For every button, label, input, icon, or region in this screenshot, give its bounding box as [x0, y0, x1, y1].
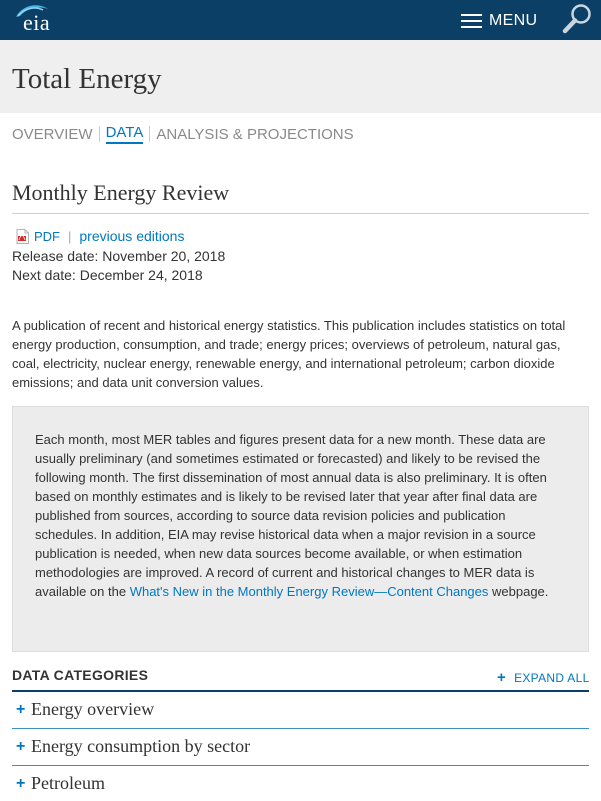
menu-button[interactable]: MENU [461, 10, 537, 32]
plus-icon: + [16, 774, 26, 792]
tab-analysis-projections[interactable]: ANALYSIS & PROJECTIONS [156, 125, 354, 143]
notice-text: Each month, most MER tables and figures … [35, 430, 567, 601]
divider [98, 126, 100, 142]
divider: | [68, 228, 72, 244]
category-label: Energy consumption by sector [31, 736, 251, 756]
logo-swoosh-icon [16, 5, 48, 17]
plus-icon: + [497, 669, 507, 686]
search-icon [562, 4, 591, 34]
eia-logo[interactable]: eia [10, 3, 52, 35]
tab-overview[interactable]: OVERVIEW [12, 125, 93, 143]
previous-editions-link[interactable]: previous editions [79, 228, 185, 244]
divider [149, 126, 151, 142]
publication-dates: Release date: November 20, 2018 Next dat… [12, 247, 225, 285]
title-band [0, 40, 601, 113]
divider [12, 765, 589, 766]
data-categories-heading: DATA CATEGORIES [12, 667, 149, 683]
divider [12, 213, 589, 214]
category-energy-overview[interactable]: + Energy overview [16, 699, 154, 720]
notice-suffix: webpage. [488, 584, 549, 599]
top-navigation-bar: eia MENU [0, 0, 601, 40]
category-energy-consumption-by-sector[interactable]: + Energy consumption by sector [16, 736, 250, 757]
publication-description: A publication of recent and historical e… [12, 318, 566, 390]
sub-navigation: OVERVIEW DATA ANALYSIS & PROJECTIONS [12, 124, 354, 144]
release-date: Release date: November 20, 2018 [12, 248, 226, 264]
pdf-icon [16, 228, 29, 244]
pdf-link[interactable]: PDF [34, 228, 60, 244]
logo-text: eia [23, 10, 51, 35]
expand-all-button[interactable]: + EXPAND ALL [497, 669, 590, 686]
next-date: Next date: December 24, 2018 [12, 267, 203, 283]
plus-icon: + [16, 700, 26, 718]
hamburger-icon [461, 14, 482, 28]
category-petroleum[interactable]: + Petroleum [16, 773, 105, 794]
publication-links: PDF | previous editions [16, 228, 184, 244]
content-changes-link[interactable]: What's New in the Monthly Energy Review—… [129, 584, 489, 599]
category-label: Energy overview [31, 699, 155, 719]
divider [12, 728, 589, 729]
data-revision-notice: Each month, most MER tables and figures … [12, 406, 589, 652]
tab-data[interactable]: DATA [105, 124, 144, 144]
expand-all-label: EXPAND ALL [514, 670, 590, 685]
page-title: Total Energy [12, 63, 162, 95]
search-button[interactable] [560, 2, 596, 36]
plus-icon: + [16, 737, 26, 755]
category-label: Petroleum [31, 773, 105, 793]
divider [12, 690, 589, 692]
publication-title: Monthly Energy Review [12, 180, 230, 205]
menu-label: MENU [489, 12, 538, 29]
notice-body: Each month, most MER tables and figures … [35, 432, 547, 599]
